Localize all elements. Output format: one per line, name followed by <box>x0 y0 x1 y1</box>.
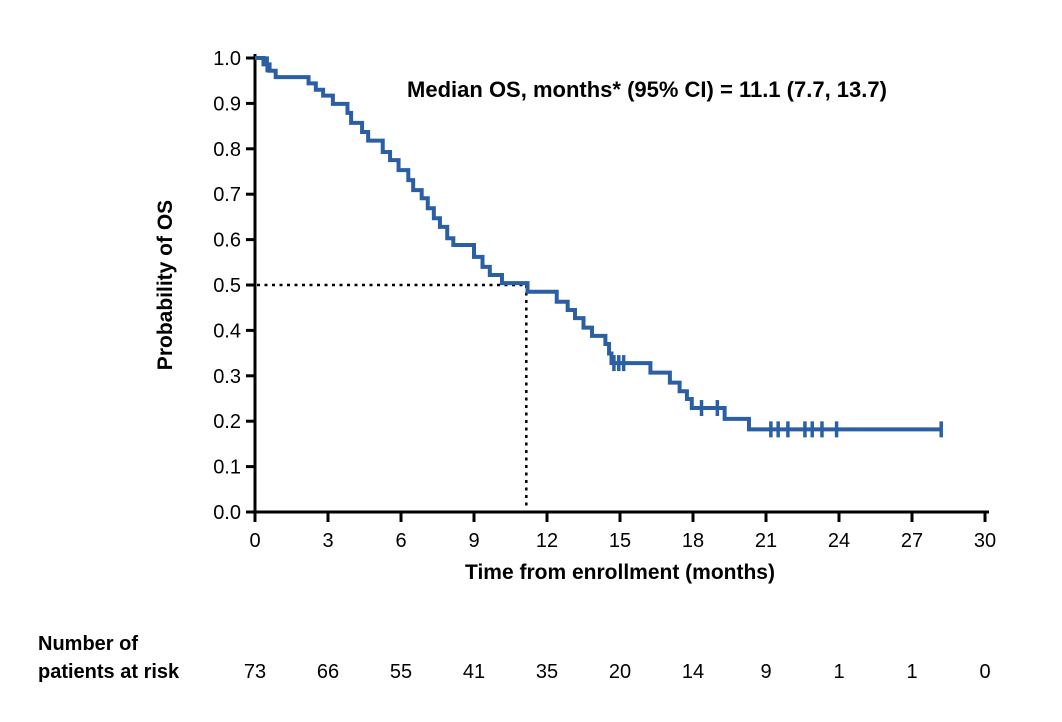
x-tick-label: 27 <box>901 530 923 552</box>
y-tick-label: 1.0 <box>213 48 241 70</box>
x-tick-label: 9 <box>468 530 479 552</box>
y-tick-label: 0.2 <box>213 411 241 433</box>
y-tick-label: 0.1 <box>213 457 241 479</box>
y-tick-label: 0.6 <box>213 230 241 252</box>
risk-count: 20 <box>609 661 631 683</box>
km-curve <box>255 56 942 432</box>
y-tick-label: 0.3 <box>213 366 241 388</box>
risk-count: 73 <box>244 661 266 683</box>
risk-count: 1 <box>833 661 844 683</box>
y-tick-label: 0.0 <box>213 502 241 524</box>
risk-table-header-line2: patients at risk <box>38 661 180 683</box>
median-os-annotation: Median OS, months* (95% CI) = 11.1 (7.7,… <box>407 77 887 102</box>
survival-curve-layer <box>255 56 943 438</box>
y-tick-label: 0.9 <box>213 93 241 115</box>
x-tick-label: 3 <box>322 530 333 552</box>
risk-count: 55 <box>390 661 412 683</box>
risk-count: 9 <box>760 661 771 683</box>
risk-count: 41 <box>463 661 485 683</box>
x-tick-label: 12 <box>536 530 558 552</box>
y-tick-label: 0.7 <box>213 184 241 206</box>
x-axis-title: Time from enrollment (months) <box>465 561 775 584</box>
y-tick-label: 0.8 <box>213 139 241 161</box>
risk-count: 0 <box>979 661 990 683</box>
x-tick-label: 0 <box>249 530 260 552</box>
risk-count: 35 <box>536 661 558 683</box>
median-guide-layer <box>257 283 528 510</box>
y-tick-label: 0.4 <box>213 320 241 342</box>
risk-count: 14 <box>682 661 704 683</box>
y-tick-label: 0.5 <box>213 275 241 297</box>
x-tick-label: 21 <box>755 530 777 552</box>
x-tick-label: 15 <box>609 530 631 552</box>
x-tick-label: 18 <box>682 530 704 552</box>
axes-layer: 0 3 6 9 12 15 18 21 24 27 30 0.0 0.1 0.2 0.3 0.4 0.5 0.6 0… <box>213 48 996 552</box>
x-tick-label: 30 <box>974 530 996 552</box>
risk-count: 1 <box>906 661 917 683</box>
risk-table-values: 73 66 55 41 35 20 14 9 1 1 0 <box>244 661 991 683</box>
x-tick-label: 24 <box>828 530 850 552</box>
y-axis-title: Probability of OS <box>154 200 177 370</box>
x-tick-label: 6 <box>395 530 406 552</box>
risk-count: 66 <box>317 661 339 683</box>
risk-table-header-line1: Number of <box>38 633 138 655</box>
